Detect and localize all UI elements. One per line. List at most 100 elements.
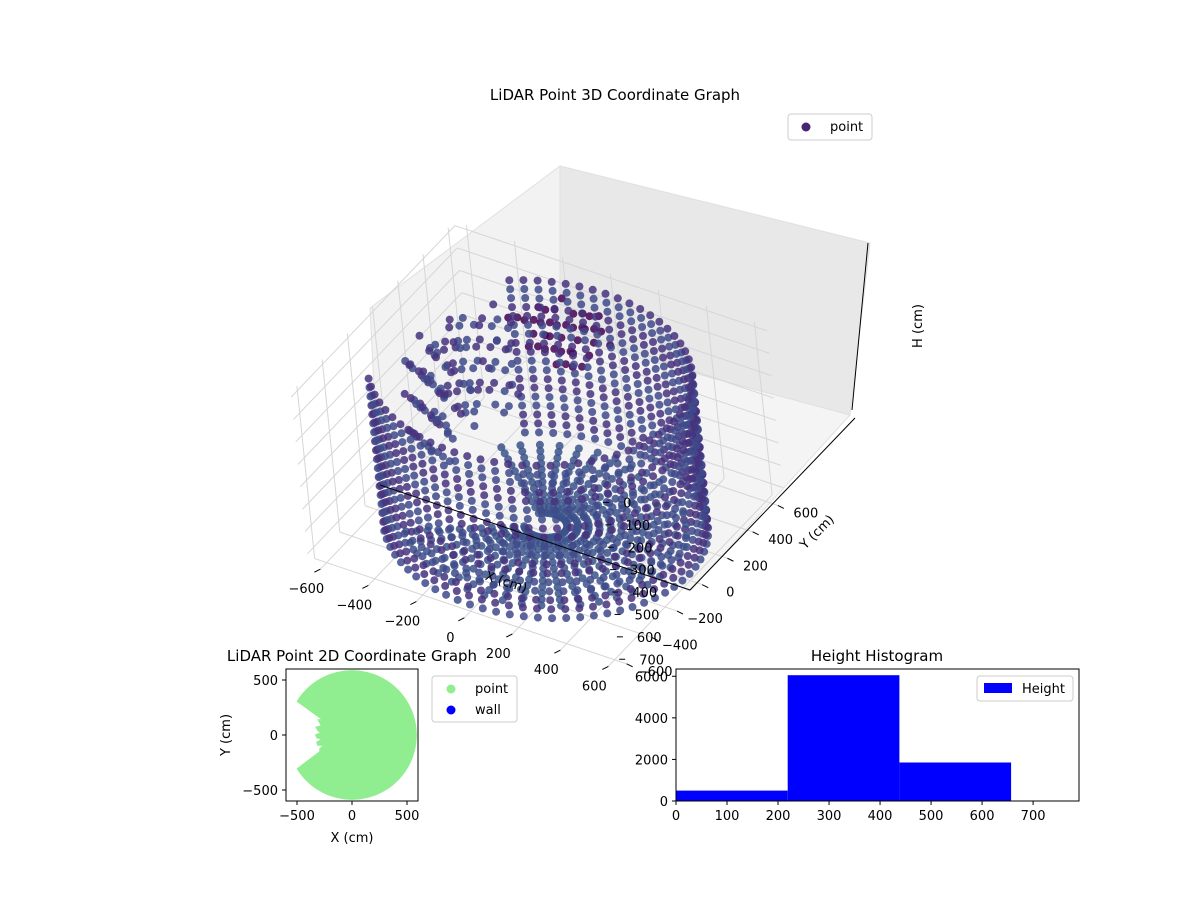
point-marker bbox=[427, 447, 436, 456]
point-marker bbox=[592, 501, 601, 510]
gridline-left-y bbox=[372, 306, 391, 480]
gridline-left-y bbox=[321, 359, 341, 533]
chart-2d: LiDAR Point 2D Coordinate Graph −500 0 500… bbox=[219, 647, 518, 846]
point-marker bbox=[597, 375, 606, 384]
y-tick-label-histogram: 2000 bbox=[635, 753, 668, 768]
point-marker bbox=[584, 557, 593, 566]
point-marker bbox=[459, 537, 468, 546]
point-marker bbox=[611, 494, 620, 503]
point-marker bbox=[475, 321, 484, 330]
chart-3d: LiDAR Point 3D Coordinate Graph −600 −400… bbox=[288, 86, 926, 694]
point-marker bbox=[505, 469, 514, 477]
point-marker bbox=[529, 315, 538, 324]
point-marker bbox=[505, 276, 514, 285]
point-marker bbox=[389, 422, 398, 431]
point-marker bbox=[646, 549, 655, 558]
point-marker bbox=[536, 303, 545, 312]
point-marker bbox=[572, 577, 581, 586]
legend-2d: point wall bbox=[431, 675, 518, 723]
point-marker bbox=[688, 379, 697, 388]
point-marker bbox=[495, 511, 504, 520]
point-marker bbox=[498, 538, 507, 547]
point-marker bbox=[596, 546, 605, 555]
point-marker bbox=[580, 522, 589, 530]
point-marker bbox=[421, 486, 430, 495]
point-marker bbox=[622, 540, 630, 549]
point-marker bbox=[683, 552, 692, 560]
gridline-left-h bbox=[306, 382, 472, 555]
y-tick-3d bbox=[702, 584, 709, 589]
point-marker bbox=[613, 459, 622, 468]
point-marker bbox=[602, 298, 611, 307]
point-marker bbox=[424, 522, 433, 531]
point-marker bbox=[528, 478, 536, 487]
point-marker bbox=[401, 538, 410, 547]
point-marker bbox=[638, 468, 647, 477]
point-marker bbox=[631, 518, 640, 527]
point-marker bbox=[595, 537, 604, 546]
point-marker bbox=[506, 318, 515, 327]
z-tick-label-3d: 700 bbox=[639, 653, 664, 668]
point-marker bbox=[394, 531, 403, 540]
point-marker bbox=[468, 505, 477, 514]
point-marker bbox=[578, 504, 587, 513]
point-marker bbox=[614, 468, 623, 477]
point-marker bbox=[602, 472, 611, 481]
point-marker bbox=[665, 342, 674, 351]
y-tick-3d bbox=[651, 637, 659, 641]
point-marker bbox=[629, 335, 638, 344]
point-marker bbox=[592, 321, 601, 330]
point-marker bbox=[532, 461, 541, 470]
point-marker bbox=[591, 434, 599, 443]
point-marker bbox=[556, 560, 565, 569]
point-marker bbox=[397, 558, 405, 567]
point-marker bbox=[520, 285, 529, 293]
point-marker bbox=[458, 313, 467, 322]
x-tick-label-2d: 0 bbox=[348, 809, 356, 824]
point-marker bbox=[625, 576, 634, 585]
point-marker bbox=[562, 288, 571, 297]
floor-points bbox=[296, 670, 417, 800]
point-marker bbox=[393, 458, 401, 466]
point-marker bbox=[501, 366, 510, 375]
point-marker bbox=[399, 520, 408, 529]
y-tick-label-3d: −600 bbox=[637, 665, 673, 680]
point-marker bbox=[653, 517, 662, 525]
point-marker bbox=[670, 426, 679, 435]
point-marker bbox=[364, 374, 373, 383]
point-marker bbox=[613, 579, 622, 588]
point-marker bbox=[628, 482, 637, 491]
point-marker bbox=[553, 583, 562, 592]
point-marker bbox=[491, 543, 500, 552]
point-marker bbox=[646, 403, 655, 412]
point-marker bbox=[413, 498, 421, 507]
legend-histogram-label: Height bbox=[1022, 682, 1065, 697]
point-marker bbox=[556, 358, 564, 367]
point-marker bbox=[628, 437, 637, 446]
point-marker bbox=[508, 303, 516, 312]
point-marker bbox=[520, 428, 529, 437]
point-marker bbox=[644, 531, 653, 540]
point-marker bbox=[535, 428, 543, 437]
point-marker bbox=[684, 491, 693, 500]
point-marker bbox=[614, 588, 623, 597]
point-marker bbox=[599, 573, 608, 582]
point-marker bbox=[580, 327, 588, 336]
point-marker bbox=[564, 306, 573, 315]
point-marker bbox=[405, 361, 414, 370]
point-marker bbox=[607, 343, 615, 352]
point-marker bbox=[418, 459, 427, 468]
point-marker bbox=[508, 559, 517, 567]
point-marker bbox=[486, 343, 495, 352]
point-marker bbox=[418, 552, 427, 561]
point-marker bbox=[615, 477, 624, 486]
point-marker bbox=[645, 540, 654, 549]
point-marker bbox=[481, 500, 490, 509]
point-marker bbox=[680, 455, 689, 464]
point-marker bbox=[413, 507, 422, 516]
point-marker bbox=[676, 480, 685, 489]
point-marker bbox=[398, 511, 407, 520]
point-marker bbox=[677, 428, 686, 437]
point-marker bbox=[684, 560, 693, 569]
point-marker bbox=[404, 565, 413, 574]
